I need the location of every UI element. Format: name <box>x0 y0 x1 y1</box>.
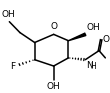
Text: N: N <box>86 61 93 70</box>
Text: H: H <box>90 62 96 71</box>
Text: O: O <box>50 22 57 31</box>
Text: O: O <box>102 35 109 44</box>
Polygon shape <box>68 33 86 41</box>
Text: OH: OH <box>1 10 15 19</box>
Text: OH: OH <box>86 23 100 32</box>
Text: OH: OH <box>47 82 61 91</box>
Text: F: F <box>11 62 16 70</box>
